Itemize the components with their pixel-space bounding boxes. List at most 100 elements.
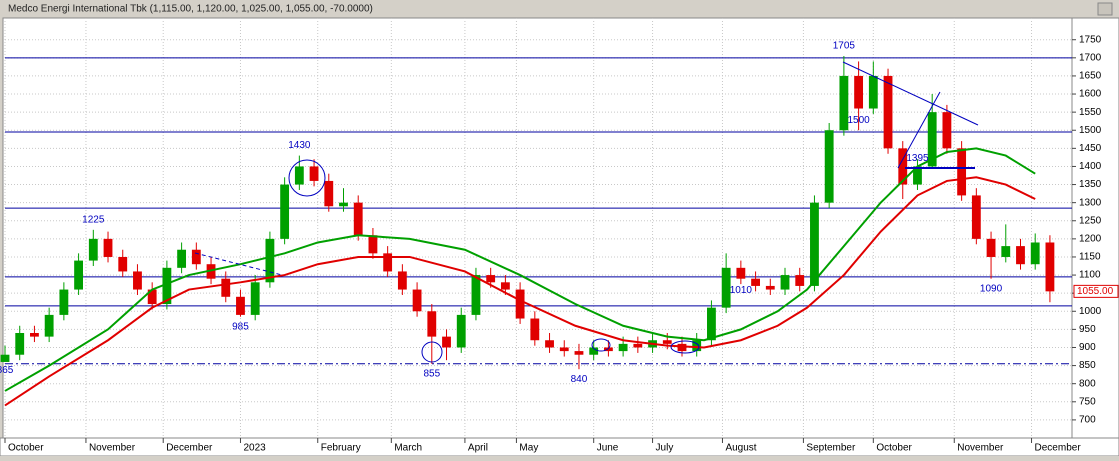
candle-body bbox=[500, 282, 510, 290]
candle-body bbox=[751, 278, 760, 286]
x-tick-label: December bbox=[1035, 443, 1082, 454]
candle-body bbox=[854, 75, 864, 109]
candle-body bbox=[618, 343, 628, 352]
y-tick-label: 1150 bbox=[1079, 252, 1101, 263]
annotation: 1010 bbox=[730, 285, 753, 296]
y-tick-label: 700 bbox=[1079, 415, 1096, 426]
candle-body bbox=[633, 343, 643, 348]
annotation: 1430 bbox=[288, 140, 311, 151]
candle-body bbox=[309, 166, 319, 181]
candle-body bbox=[795, 275, 805, 286]
annotation: 1500 bbox=[847, 115, 870, 126]
candle-body bbox=[986, 238, 996, 257]
x-tick-label: June bbox=[597, 443, 619, 454]
candle-body bbox=[191, 249, 201, 265]
candle-body bbox=[324, 180, 334, 207]
y-tick-label: 1400 bbox=[1079, 161, 1102, 172]
candle-body bbox=[74, 260, 84, 290]
candle-body bbox=[662, 340, 672, 344]
y-tick-label: 750 bbox=[1079, 396, 1096, 407]
candle-body bbox=[412, 289, 422, 312]
y-tick-label: 950 bbox=[1079, 324, 1096, 335]
candle-body bbox=[942, 112, 952, 149]
candle-body bbox=[206, 264, 216, 279]
y-tick-label: 1600 bbox=[1079, 89, 1102, 100]
candle-body bbox=[339, 202, 348, 207]
candle-body bbox=[383, 253, 393, 272]
y-tick-label: 1550 bbox=[1079, 107, 1102, 118]
candle-body bbox=[368, 235, 378, 254]
candle-body bbox=[839, 75, 849, 131]
candle-body bbox=[147, 289, 157, 305]
candle-body bbox=[515, 289, 525, 319]
candle-body bbox=[280, 184, 290, 239]
candle-body bbox=[397, 271, 407, 290]
y-tick-label: 1700 bbox=[1079, 52, 1102, 63]
y-tick-label: 1500 bbox=[1079, 125, 1102, 136]
x-tick-label: August bbox=[725, 443, 756, 454]
candle-body bbox=[44, 314, 54, 337]
candle-body bbox=[559, 347, 569, 352]
candle-body bbox=[957, 148, 967, 196]
annotation: 865 bbox=[0, 365, 14, 376]
y-tick-label: 1450 bbox=[1079, 143, 1102, 154]
candle-body bbox=[677, 343, 687, 352]
circle-annotation bbox=[288, 159, 326, 197]
x-tick-label: May bbox=[519, 443, 538, 454]
y-tick-label: 1350 bbox=[1079, 179, 1102, 190]
drawings bbox=[194, 61, 979, 363]
x-tick-label: December bbox=[166, 443, 213, 454]
y-tick-label: 1750 bbox=[1079, 34, 1102, 45]
candle-body bbox=[15, 333, 25, 355]
annotation: 855 bbox=[423, 368, 440, 379]
window-button[interactable] bbox=[1097, 2, 1113, 16]
x-tick-label: 2023 bbox=[243, 443, 266, 454]
price-tag bbox=[1073, 284, 1119, 298]
x-tick-label: April bbox=[468, 443, 488, 454]
candle-body bbox=[603, 347, 613, 352]
candle-body bbox=[427, 311, 437, 337]
circle-annotation bbox=[421, 341, 443, 363]
candle-body bbox=[0, 354, 10, 362]
candle-body bbox=[545, 340, 554, 348]
candle-body bbox=[971, 195, 981, 239]
annotation: 840 bbox=[571, 374, 588, 385]
title-bar bbox=[0, 0, 1119, 18]
x-tick-label: October bbox=[876, 443, 912, 454]
candle-body bbox=[868, 75, 878, 109]
y-tick-label: 900 bbox=[1079, 342, 1096, 353]
candle-body bbox=[589, 347, 599, 355]
candle-body bbox=[898, 148, 908, 185]
y-tick-label: 850 bbox=[1079, 360, 1096, 371]
candle-body bbox=[1030, 242, 1040, 265]
ellipse-annotation bbox=[591, 338, 611, 352]
candle-body bbox=[810, 202, 819, 286]
candle-body bbox=[250, 282, 260, 315]
ellipse-annotation bbox=[670, 340, 700, 354]
annotation: 1225 bbox=[82, 214, 105, 225]
candle-body bbox=[721, 267, 731, 308]
candle-body bbox=[824, 130, 834, 203]
candle-body bbox=[913, 166, 922, 185]
y-tick-label: 1650 bbox=[1079, 71, 1102, 82]
candle-body bbox=[574, 351, 584, 355]
candle-body bbox=[692, 340, 702, 352]
x-tick-label: November bbox=[89, 443, 136, 454]
candle-body bbox=[30, 333, 39, 337]
moving-average bbox=[4, 147, 1036, 392]
x-tick-label: September bbox=[806, 443, 856, 454]
annotation: 1395 bbox=[906, 153, 929, 164]
candle-body bbox=[707, 307, 716, 341]
moving-average bbox=[4, 176, 1036, 407]
x-tick-label: March bbox=[394, 443, 422, 454]
y-tick-label: 1300 bbox=[1079, 197, 1102, 208]
x-tick-label: February bbox=[321, 443, 361, 454]
x-tick-label: July bbox=[656, 443, 674, 454]
chart-title: Medco Energi International Tbk (1,115.00… bbox=[8, 4, 373, 15]
y-tick-label: 1000 bbox=[1079, 306, 1102, 317]
candle-body bbox=[442, 336, 451, 348]
candle-body bbox=[236, 296, 245, 315]
candle-body bbox=[88, 238, 98, 261]
candle-body bbox=[221, 278, 231, 297]
